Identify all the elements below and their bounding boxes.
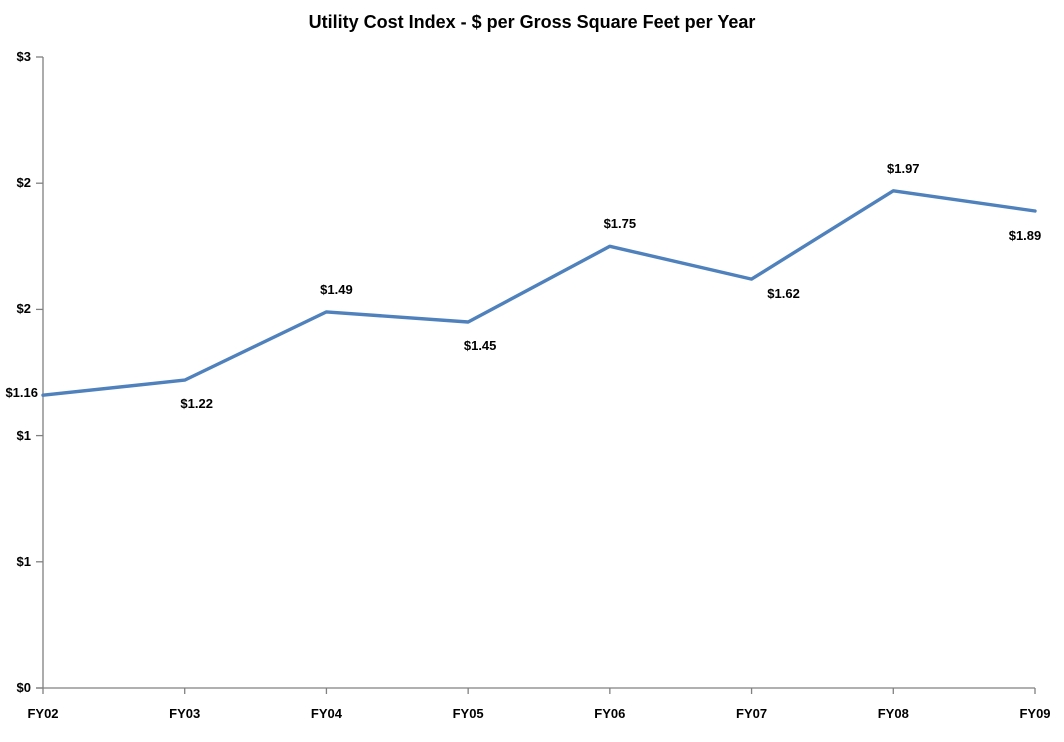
data-label: $1.89 xyxy=(1008,227,1042,243)
x-axis-category-label: FY05 xyxy=(452,706,484,721)
chart-title: Utility Cost Index - $ per Gross Square … xyxy=(308,12,756,32)
x-axis-category-label: FY04 xyxy=(310,706,342,721)
y-axis-tick-label: $1 xyxy=(16,553,31,569)
x-axis-category-label: FY06 xyxy=(594,706,626,721)
data-label: $1.22 xyxy=(180,396,213,412)
data-label: $1.75 xyxy=(603,216,637,232)
x-axis-category-label: FY08 xyxy=(877,706,909,721)
data-label: $1.45 xyxy=(463,338,497,354)
data-label: $1.97 xyxy=(887,160,920,176)
x-axis-category-label: FY07 xyxy=(736,706,768,721)
x-axis-category-label: FY02 xyxy=(27,706,59,721)
y-axis-tick-label: $0 xyxy=(16,680,31,695)
y-axis-tick-label: $2 xyxy=(16,175,31,191)
y-axis-tick-label: $1 xyxy=(16,427,31,443)
y-axis-tick-label: $3 xyxy=(16,49,31,64)
data-label: $1.49 xyxy=(320,281,353,297)
series-line xyxy=(41,189,1037,397)
x-axis-category-label: FY09 xyxy=(1019,706,1051,721)
x-axis-category-label: FY03 xyxy=(169,706,201,721)
data-label: $1.16 xyxy=(5,385,38,401)
y-axis-tick-label: $2 xyxy=(16,301,31,317)
data-label: $1.62 xyxy=(767,286,800,302)
